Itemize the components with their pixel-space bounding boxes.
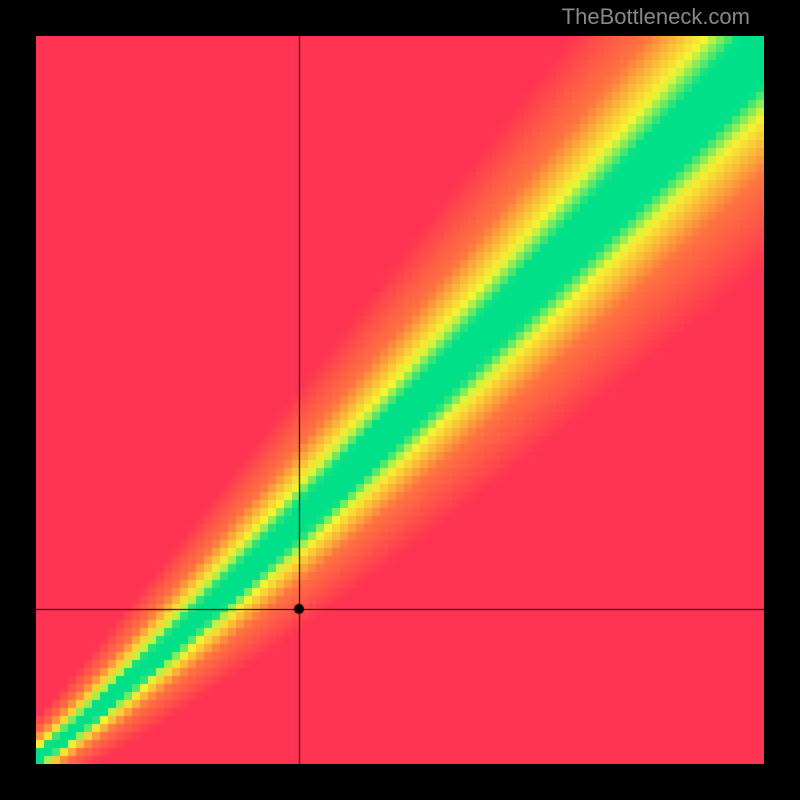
chart-container: TheBottleneck.com bbox=[0, 0, 800, 800]
watermark-text: TheBottleneck.com bbox=[562, 4, 750, 30]
heatmap-canvas bbox=[36, 36, 764, 764]
plot-area bbox=[36, 36, 764, 764]
